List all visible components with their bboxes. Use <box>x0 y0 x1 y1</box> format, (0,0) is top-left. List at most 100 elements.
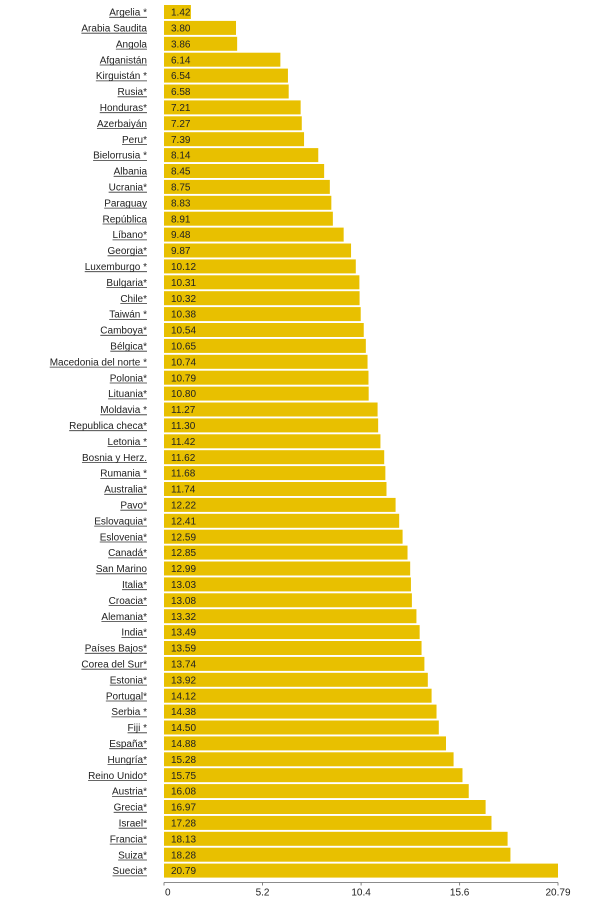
category-label: Republica checa* <box>69 421 147 432</box>
category-label: Serbia * <box>111 707 147 718</box>
bar-value-label: 14.38 <box>171 707 196 718</box>
category-label: Peru* <box>122 135 147 146</box>
bar <box>164 291 360 306</box>
bar-value-label: 13.08 <box>171 596 196 607</box>
category-label: Letonia * <box>108 437 148 448</box>
category-label: Hungría* <box>108 755 148 766</box>
bar-value-label: 11.68 <box>171 469 196 480</box>
category-label: Camboya* <box>100 326 147 337</box>
category-label: Azerbaiyán <box>97 119 147 130</box>
x-tick-label: 20.79 <box>545 888 570 899</box>
category-label: Macedonia del norte * <box>50 357 147 368</box>
bar-value-label: 10.12 <box>171 262 196 273</box>
bar-value-label: 8.14 <box>171 151 191 162</box>
bar-value-label: 8.45 <box>171 167 191 178</box>
category-label: Croacia* <box>109 596 147 607</box>
bar-value-label: 18.13 <box>171 834 196 845</box>
bar-value-label: 8.91 <box>171 214 191 225</box>
bar-value-label: 11.62 <box>171 453 196 464</box>
bar-value-label: 18.28 <box>171 850 196 861</box>
bar <box>164 847 511 862</box>
bar-value-label: 16.97 <box>171 803 196 814</box>
category-label: Australia* <box>104 485 147 496</box>
category-label: Israel* <box>119 819 147 830</box>
category-label: España* <box>109 739 147 750</box>
bar <box>164 752 454 767</box>
bar-value-label: 20.79 <box>171 866 196 877</box>
bar <box>164 545 408 560</box>
bar-value-label: 13.32 <box>171 612 196 623</box>
bar <box>164 354 368 369</box>
category-label: Suiza* <box>118 850 147 861</box>
bar-value-label: 11.74 <box>171 485 196 496</box>
bar <box>164 736 446 751</box>
bar <box>164 593 412 608</box>
bar-value-label: 10.31 <box>171 278 196 289</box>
bar <box>164 609 417 624</box>
category-label: Bélgica* <box>110 342 147 353</box>
category-label: Alemania* <box>101 612 147 623</box>
bar-value-label: 6.54 <box>171 71 191 82</box>
bar <box>164 450 385 465</box>
category-label: Taiwán * <box>109 310 147 321</box>
category-label: San Marino <box>96 564 148 575</box>
category-label: Moldavia * <box>100 405 147 416</box>
bar-value-label: 13.49 <box>171 628 196 639</box>
category-label: Georgia* <box>108 246 148 257</box>
category-label: Polonia* <box>110 373 147 384</box>
bar <box>164 863 558 878</box>
category-label: Países Bajos* <box>85 644 147 655</box>
bar <box>164 784 469 799</box>
bar-value-label: 12.41 <box>171 516 196 527</box>
category-label: Canadá* <box>108 548 147 559</box>
bar-value-label: 17.28 <box>171 819 196 830</box>
bar-value-label: 11.42 <box>171 437 196 448</box>
bar <box>164 625 420 640</box>
bar <box>164 370 369 385</box>
category-label: India* <box>121 628 147 639</box>
bar-value-label: 14.88 <box>171 739 196 750</box>
bar <box>164 720 439 735</box>
category-label: Bielorrusia * <box>93 151 147 162</box>
bar <box>164 386 369 401</box>
bar-value-label: 7.39 <box>171 135 191 146</box>
bar <box>164 52 281 67</box>
bar <box>164 227 344 242</box>
category-labels-layer: Argelia * Arabia Saudita Angola Afganistán K… <box>49 8 148 877</box>
category-label: Paraguay <box>104 198 147 209</box>
bar <box>164 688 432 703</box>
x-axis: 0 5.2 10.4 15.6 20.79 <box>163 882 571 899</box>
bar <box>164 577 411 592</box>
category-label: Chile* <box>120 294 147 305</box>
bar-value-label: 12.99 <box>171 564 196 575</box>
bar-value-label: 10.65 <box>171 342 196 353</box>
category-label: Estonia* <box>110 675 147 686</box>
category-label: Eslovaquia* <box>94 516 147 527</box>
bar-value-label: 7.27 <box>171 119 191 130</box>
bar-value-label: 8.75 <box>171 183 191 194</box>
bar <box>164 672 428 687</box>
bar <box>164 656 425 671</box>
bar-value-label: 12.85 <box>171 548 196 559</box>
bar-value-label: 12.59 <box>171 532 196 543</box>
bar <box>164 275 360 290</box>
bar <box>164 815 492 830</box>
category-label: Suecia* <box>113 866 148 877</box>
category-label: Argelia * <box>109 8 147 19</box>
bar <box>164 561 411 576</box>
category-label: Bulgaria* <box>106 278 147 289</box>
bar-value-label: 12.22 <box>171 501 196 512</box>
category-label: Rumania * <box>100 469 147 480</box>
category-label: Bosnia y Herz. <box>82 453 147 464</box>
bar <box>164 148 319 163</box>
bar <box>164 529 403 544</box>
bar <box>164 211 333 226</box>
category-label: Albania <box>114 167 148 178</box>
bar-value-label: 9.87 <box>171 246 191 257</box>
bar-value-label: 1.42 <box>171 8 191 19</box>
category-label: Portugal* <box>106 691 147 702</box>
bar-value-label: 14.12 <box>171 691 196 702</box>
bar <box>164 116 302 131</box>
bar <box>164 259 356 274</box>
